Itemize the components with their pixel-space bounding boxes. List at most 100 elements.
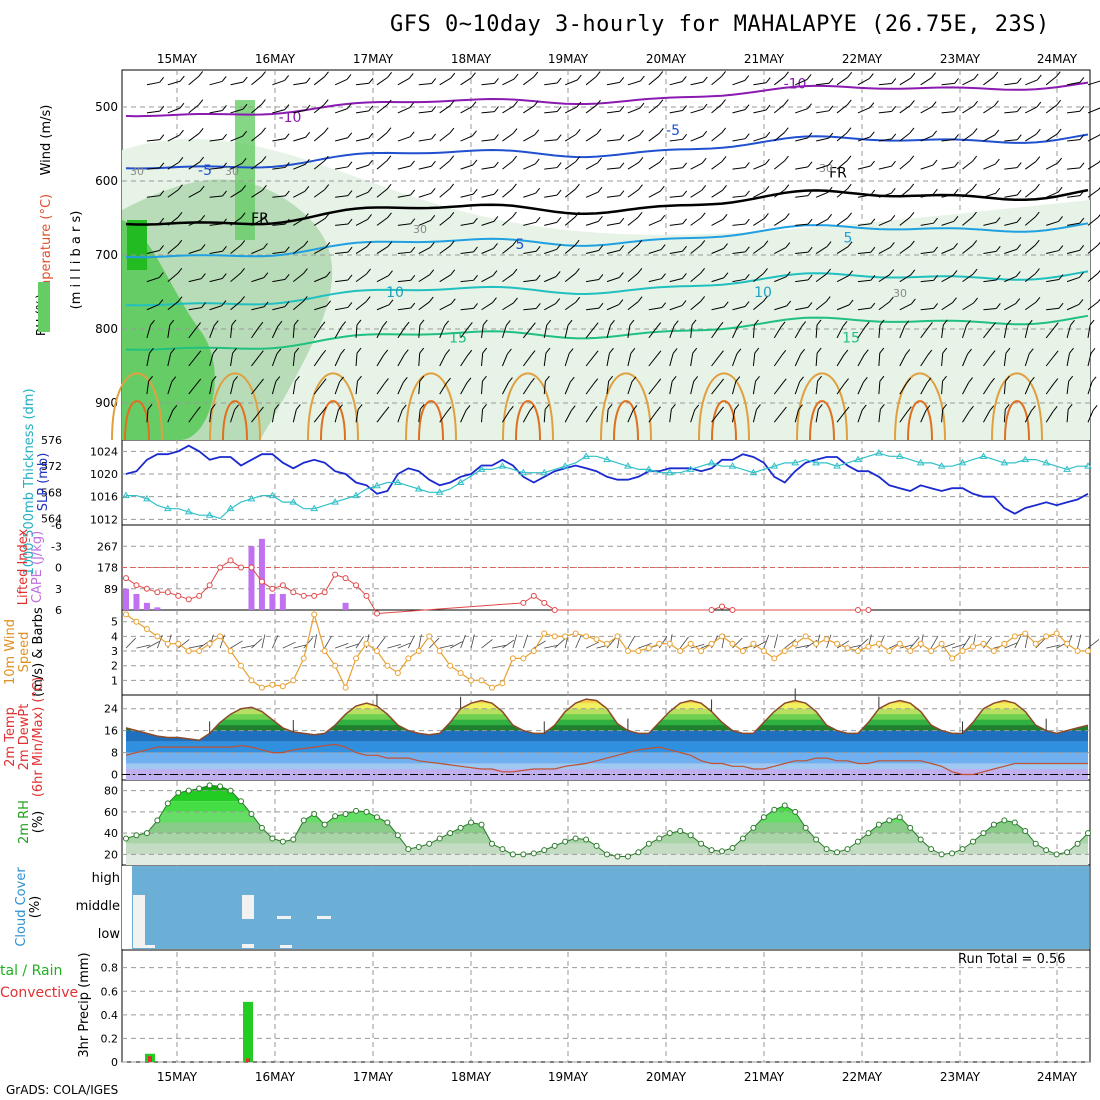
wind-barb-flag [736, 348, 742, 355]
wind-barb-flag [284, 301, 290, 307]
wind-barb [1024, 133, 1037, 142]
wind-barb-flag [465, 405, 471, 411]
wind-barb [1045, 383, 1055, 395]
wind-barb [334, 78, 348, 86]
wind-barb [439, 274, 451, 283]
wind-barb-flag [1056, 99, 1062, 106]
wind-speed-line-marker [133, 618, 140, 625]
x-date-label-top: 17MAY [353, 52, 394, 66]
wind-barb-flag [567, 319, 573, 326]
wind-barb-flag [409, 131, 415, 138]
wind-barb-flag [619, 245, 625, 251]
rh-shading-area [127, 220, 147, 270]
wind-barb [585, 191, 599, 198]
wind-barb-10m [1046, 644, 1060, 649]
cloud-layer-label: low [98, 927, 121, 942]
wind-barb-flag [530, 350, 536, 356]
wind-barb-flag [568, 348, 574, 354]
wind-barb [920, 135, 933, 142]
y-tick-precip: 0.6 [101, 985, 119, 998]
lifted-index-line-marker [541, 599, 548, 606]
wind-barb-flag [1015, 271, 1021, 277]
wind-barb [313, 247, 326, 254]
wind-barb [293, 218, 305, 226]
wind-barb-flag [844, 378, 849, 384]
wind-barb [439, 354, 447, 367]
wind-barb [690, 272, 701, 283]
wind-barb-flag [284, 133, 290, 139]
wind-barb-flag [673, 320, 679, 326]
wind-barb-flag [816, 347, 822, 354]
temp-line [125, 698, 1089, 741]
wind-barb-flag [148, 375, 153, 382]
rh-line-marker [426, 840, 433, 847]
wind-barb-flag [863, 349, 869, 355]
wind-barb-flag [472, 188, 478, 195]
rh-axis-titles: 2m RH (%) [17, 800, 46, 844]
y-tick-lifted-index: 3 [55, 583, 62, 596]
wind-barb [773, 104, 785, 114]
wind-barb-flag [472, 130, 477, 137]
wind-barb-flag [473, 303, 478, 309]
wind-barb [962, 78, 975, 86]
wind-barb [920, 327, 929, 339]
wind-barb-flag [610, 320, 615, 326]
wind-barb [376, 411, 386, 423]
wind-barb [502, 78, 515, 86]
wind-barb-flag [844, 406, 850, 413]
wind-barb-10m [1024, 634, 1029, 649]
wind-barb [815, 301, 827, 311]
y-tick-thickness: 568 [41, 486, 62, 499]
wind-speed-line-marker [373, 648, 380, 655]
lifted-index-line-marker [290, 589, 297, 596]
wind-barb [836, 160, 848, 170]
wind-speed-line-marker [175, 640, 182, 647]
wind-barb-flag [386, 183, 392, 190]
lifted-index-line-marker [332, 571, 339, 578]
wind-barb-flag [482, 319, 488, 326]
wind-barb [606, 222, 620, 226]
wind-barb [711, 248, 724, 254]
wind-barb [251, 277, 265, 283]
wind-barb [836, 217, 848, 226]
wind-barb-flag [261, 71, 266, 77]
wind-barb-flag [807, 246, 813, 253]
wind-barb-flag [596, 128, 602, 135]
wind-barb-flag [990, 377, 995, 384]
wind-barb-flag [303, 268, 308, 274]
wind-barb-flag [535, 187, 541, 194]
wind-barb-10m [1014, 635, 1022, 649]
rh-line-marker [687, 832, 694, 839]
wind-barb [439, 411, 448, 423]
wind-barb-flag [932, 159, 938, 166]
wind-barb [627, 353, 632, 367]
wind-barb-flag [261, 156, 267, 162]
wind-barb [899, 274, 912, 283]
wind-barb [564, 216, 576, 226]
wind-barb [983, 105, 995, 114]
wind-barb-flag [304, 158, 310, 165]
lifted-index-line-marker [143, 585, 150, 592]
wind-barb [920, 77, 932, 86]
wind-barb-flag [619, 162, 625, 169]
isotherm-25 [124, 400, 150, 441]
wind-speed-line-marker [363, 640, 370, 647]
wind-barb [878, 409, 881, 423]
rh-band [126, 790, 1088, 802]
lifted-index-line-marker [175, 592, 182, 599]
rh-line-marker [279, 838, 286, 845]
wind-barb [335, 137, 348, 142]
x-date-label-bottom: 19MAY [548, 1070, 589, 1084]
wind-barb [376, 132, 388, 142]
wind-barb-flag [1034, 211, 1040, 218]
wind-barb [606, 304, 620, 311]
wind-barb [878, 274, 891, 283]
wind-barb [209, 167, 223, 170]
wind-barb [335, 251, 349, 255]
wind-barb [418, 219, 431, 226]
wind-barb-flag [263, 243, 268, 249]
wind-barb [544, 82, 558, 86]
wind-barb-flag [368, 159, 373, 166]
x-date-label-bottom: 22MAY [842, 1070, 883, 1084]
wind-axis-title: (m/s) & Barbs [31, 607, 46, 697]
